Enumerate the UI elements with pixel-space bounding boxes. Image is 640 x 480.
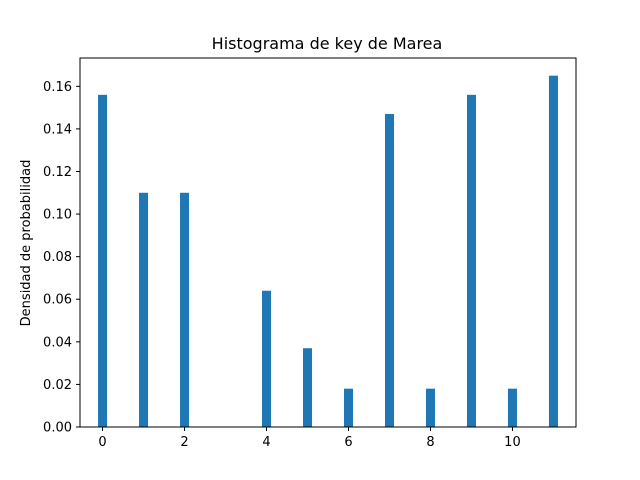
- y-tick-label: 0.14: [43, 122, 72, 137]
- y-tick-label: 0.16: [43, 80, 72, 95]
- y-tick-label: 0.08: [43, 250, 72, 265]
- x-tick-label: 4: [262, 435, 270, 450]
- bar-11: [548, 75, 558, 428]
- bar-8: [425, 388, 435, 427]
- bar-7: [384, 114, 394, 427]
- bar-4: [262, 290, 272, 427]
- y-tick-label: 0.12: [43, 165, 72, 180]
- x-tick-label: 10: [504, 435, 521, 450]
- y-axis-ticks: 0.00 0.02 0.04 0.06 0.08 0.10 0.12 0.14 0.16: [43, 80, 80, 436]
- x-axis-ticks: 0 2 4 6 8 10: [98, 427, 521, 450]
- bar-6: [343, 388, 354, 427]
- x-tick-label: 6: [344, 435, 352, 450]
- y-tick-label: 0.06: [43, 293, 72, 308]
- bar-0: [98, 94, 108, 427]
- bar-5: [303, 348, 313, 427]
- bar-10: [507, 388, 517, 427]
- bars-group: [98, 75, 558, 428]
- y-axis-label: Densidad de probabilidad: [19, 160, 34, 327]
- y-tick-label: 0.04: [43, 335, 72, 350]
- bar-2: [180, 192, 190, 427]
- bar-1: [139, 192, 149, 427]
- bar-9: [466, 94, 476, 427]
- chart-title: Histograma de key de Marea: [212, 34, 443, 53]
- plot-frame: [79, 57, 577, 428]
- x-tick-label: 2: [180, 435, 188, 450]
- y-tick-label: 0.10: [43, 208, 72, 223]
- y-tick-label: 0.02: [43, 378, 72, 393]
- x-tick-label: 8: [426, 435, 434, 450]
- x-tick-label: 0: [98, 435, 106, 450]
- y-tick-label: 0.00: [43, 421, 72, 436]
